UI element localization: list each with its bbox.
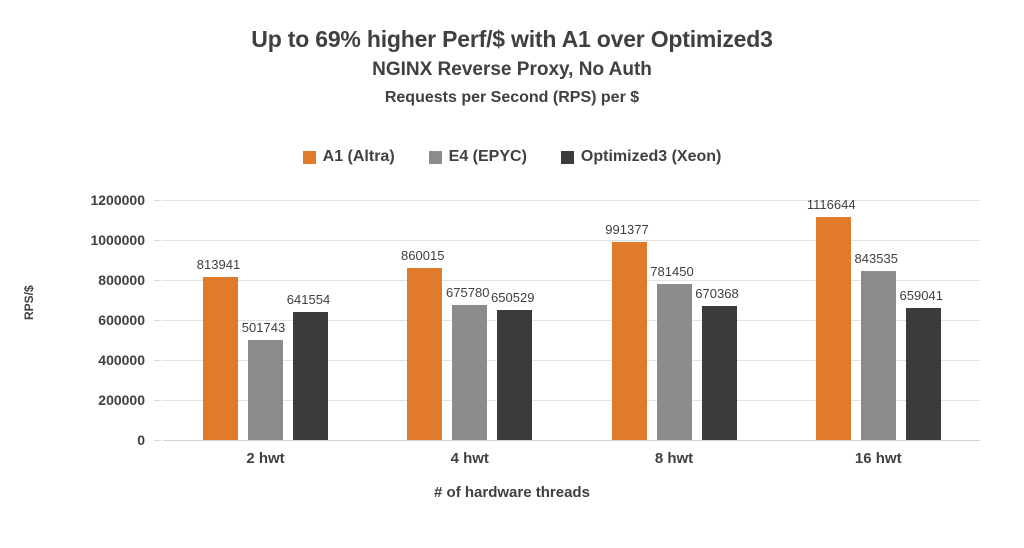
bar-value-label: 860015 — [401, 247, 445, 263]
gridline — [163, 240, 980, 241]
bar[interactable] — [860, 271, 896, 440]
legend-label: E4 (EPYC) — [448, 148, 527, 165]
y-axis-tick-label: 400000 — [98, 352, 145, 368]
legend-label: A1 (Altra) — [322, 148, 395, 165]
y-axis-tick-label: 1000000 — [90, 232, 145, 248]
x-axis-tick-label: 4 hwt — [450, 450, 489, 467]
y-axis-tick-label: 0 — [137, 432, 145, 448]
bar[interactable] — [452, 304, 488, 440]
bar-value-label: 813941 — [196, 257, 241, 273]
bar[interactable] — [905, 308, 941, 440]
x-axis-tick-label: 8 hwt — [654, 450, 694, 467]
gridline — [163, 320, 980, 321]
legend-swatch-icon — [560, 150, 574, 164]
y-axis-tick-label: 1200000 — [90, 192, 145, 208]
bar-value-label: 843535 — [854, 251, 898, 267]
x-axis-labels: 2 hwt 4 hwt 8 hwt 16 hwt — [163, 450, 980, 476]
y-axis-tick-mark — [154, 400, 161, 401]
gridline — [163, 360, 980, 361]
gridline — [163, 200, 980, 201]
y-axis-tick-mark — [154, 240, 161, 241]
y-axis-tick-label: 200000 — [98, 392, 145, 408]
y-axis-tick-mark — [154, 320, 161, 321]
bar-value-label: 641554 — [286, 291, 331, 307]
bar-value-label: 781450 — [650, 263, 694, 279]
legend-item[interactable]: Optimized3 (Xeon) — [560, 148, 722, 166]
bar[interactable] — [497, 309, 533, 440]
bar[interactable] — [203, 277, 238, 440]
y-axis-tick-mark — [154, 280, 161, 281]
bar-value-label: 501743 — [241, 319, 286, 335]
gridline — [163, 440, 980, 441]
chart-subtitle: NGINX Reverse Proxy, No Auth — [372, 59, 652, 80]
x-axis-tick-label: 2 hwt — [246, 450, 285, 467]
y-axis-title: RPS/$ — [22, 285, 36, 320]
x-axis-title: # of hardware threads — [434, 484, 590, 501]
bar[interactable] — [815, 216, 851, 440]
bar[interactable] — [611, 241, 647, 440]
legend-item[interactable]: A1 (Altra) — [302, 148, 395, 166]
chart-title-block: Up to 69% higher Perf/$ with A1 over Opt… — [0, 24, 1024, 111]
plot-area: 813941 501743 641554 860015 675780 650529 9913… — [163, 196, 980, 441]
chart-subtitle-secondary: Requests per Second (RPS) per $ — [384, 89, 640, 106]
bar-value-label: 670368 — [695, 285, 739, 301]
legend-label: Optimized3 (Xeon) — [580, 148, 722, 165]
bar-value-label: 675780 — [446, 284, 490, 300]
bar[interactable] — [407, 268, 443, 440]
gridline — [163, 280, 980, 281]
bar[interactable] — [293, 311, 328, 440]
legend-swatch-icon — [428, 150, 442, 164]
bar[interactable] — [248, 339, 283, 440]
y-axis-tick-label: 800000 — [98, 272, 145, 288]
y-axis-tick-mark — [154, 200, 161, 201]
gridline — [163, 400, 980, 401]
x-axis-tick-label: 16 hwt — [854, 450, 902, 467]
bar-value-label: 650529 — [491, 289, 535, 305]
y-axis-labels: 0 200000 400000 600000 800000 1000000 1200000 — [0, 192, 161, 448]
page-title: Up to 69% higher Perf/$ with A1 over Opt… — [251, 26, 773, 52]
y-axis-tick-mark — [154, 440, 161, 441]
legend-item[interactable]: E4 (EPYC) — [428, 148, 527, 166]
bar[interactable] — [701, 305, 737, 440]
y-axis-tick-mark — [154, 360, 161, 361]
y-axis-tick-label: 600000 — [98, 312, 145, 328]
bar[interactable] — [656, 283, 692, 440]
bar-value-label: 1116644 — [806, 196, 856, 212]
chart-legend: A1 (Altra) E4 (EPYC) Optimized3 (Xeon) — [0, 148, 1024, 166]
bar-value-label: 659041 — [899, 288, 943, 304]
bar-value-label: 991377 — [605, 221, 649, 237]
legend-swatch-icon — [302, 150, 316, 164]
